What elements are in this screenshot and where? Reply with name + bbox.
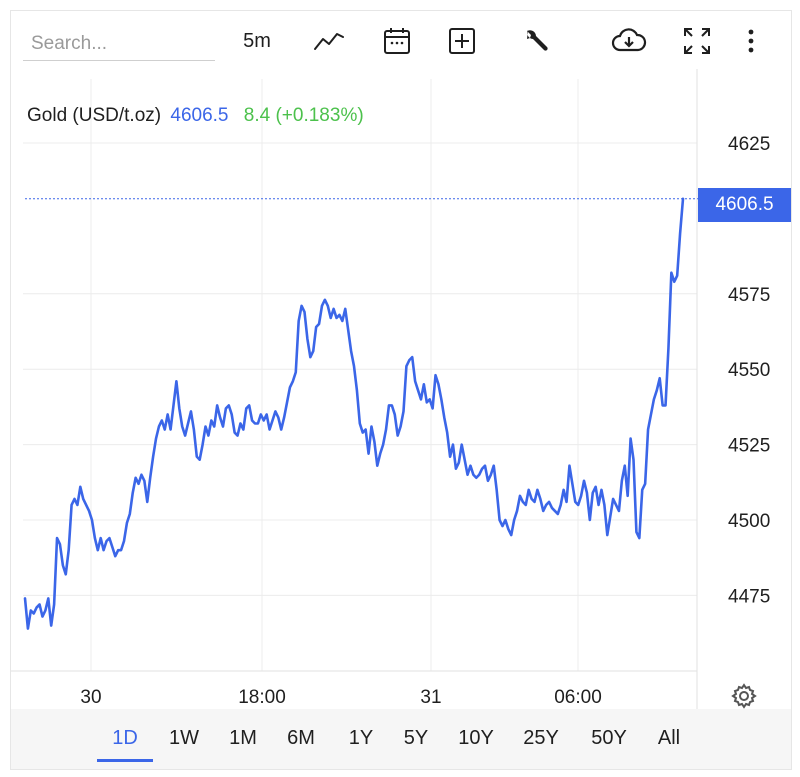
range-button-1m[interactable]: 1M (229, 727, 257, 749)
y-tick-label: 4475 (728, 586, 770, 607)
gear-icon[interactable] (731, 683, 759, 711)
calendar-icon[interactable] (379, 23, 415, 59)
y-tick-label: 4575 (728, 285, 770, 306)
chart-area[interactable]: 4475 4500 4525 4550 4575 4625 30 18:00 31 06:00 G… (11, 69, 791, 709)
instrument-name: Gold (USD/t.oz) (27, 105, 162, 126)
y-tick-label: 4550 (728, 360, 770, 381)
range-button-25y[interactable]: 25Y (523, 727, 559, 749)
price-chart[interactable]: 4475 4500 4525 4550 4575 4625 30 18:00 31 06:00 (11, 69, 791, 709)
more-vert-icon[interactable] (733, 23, 769, 59)
y-tick-label: 4500 (728, 511, 770, 532)
active-range-underline (97, 759, 153, 762)
line-chart-icon[interactable] (311, 23, 347, 59)
x-tick-label: 30 (80, 687, 101, 708)
chart-legend: Gold (USD/t.oz) 4606.5 8.4 (+0.183%) (27, 105, 364, 127)
range-button-5y[interactable]: 5Y (403, 727, 429, 749)
range-button-10y[interactable]: 10Y (458, 727, 494, 749)
interval-selector[interactable]: 5m (243, 29, 271, 52)
x-tick-label: 18:00 (238, 687, 286, 708)
range-button-1y[interactable]: 1Y (348, 727, 374, 749)
price-change: 8.4 (+0.183%) (243, 105, 364, 126)
x-tick-label: 06:00 (554, 687, 602, 708)
x-tick-label: 31 (420, 687, 441, 708)
last-price: 4606.5 (170, 105, 229, 126)
cloud-download-icon[interactable] (611, 23, 647, 59)
range-button-1w[interactable]: 1W (169, 727, 199, 749)
range-button-all[interactable]: All (657, 727, 681, 749)
add-plus-icon[interactable] (444, 23, 480, 59)
chart-widget: 5m (10, 10, 792, 770)
wrench-icon[interactable] (517, 23, 553, 59)
range-bar: 1D 1W 1M 6M 1Y 5Y 10Y 25Y 50Y All (11, 709, 791, 769)
last-price-tag: 4606.5 (698, 188, 791, 222)
y-tick-label: 4525 (728, 436, 770, 457)
price-series-line (23, 197, 685, 630)
range-button-6m[interactable]: 6M (287, 727, 315, 749)
fullscreen-icon[interactable] (679, 23, 715, 59)
y-tick-label: 4625 (728, 134, 770, 155)
search-input[interactable] (23, 27, 215, 61)
toolbar: 5m (11, 11, 791, 69)
range-button-1d[interactable]: 1D (112, 727, 138, 749)
range-button-50y[interactable]: 50Y (591, 727, 627, 749)
